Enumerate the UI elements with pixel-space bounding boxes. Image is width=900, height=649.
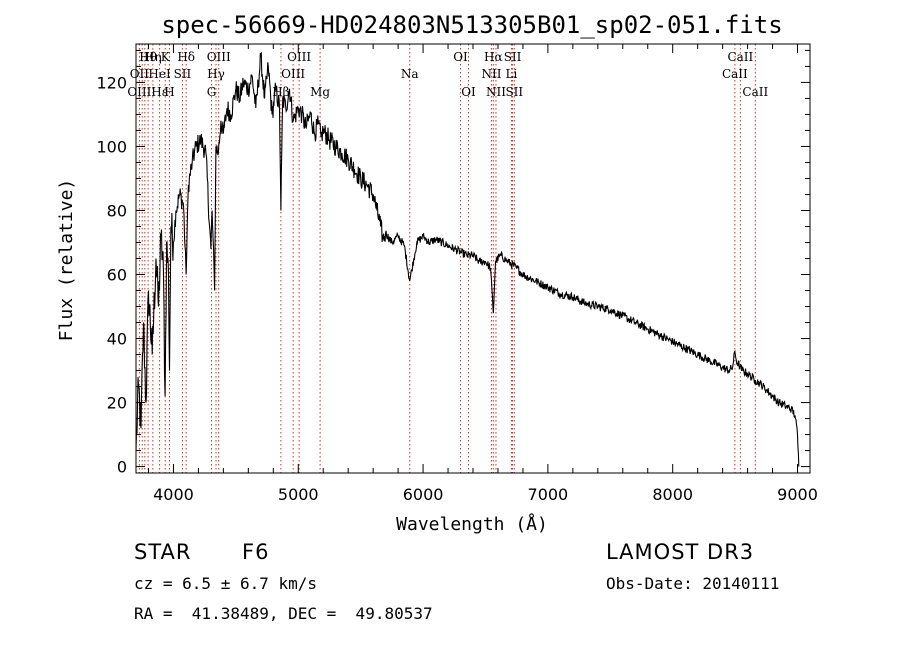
line-label: OII bbox=[130, 67, 150, 81]
line-label: OIII bbox=[281, 67, 305, 81]
line-label: Li bbox=[506, 67, 518, 81]
line-label: G bbox=[207, 85, 217, 99]
plot-frame bbox=[135, 43, 811, 474]
y-tick-label: 40 bbox=[107, 330, 127, 349]
y-tick-label: 0 bbox=[117, 458, 127, 477]
observation-date: Obs-Date: 20140111 bbox=[606, 574, 780, 593]
line-label: Mg bbox=[310, 85, 330, 99]
x-axis: 4000 5000 6000 7000 8000 9000 bbox=[147, 44, 818, 504]
line-label: CaII bbox=[742, 85, 768, 99]
y-tick-label: 60 bbox=[107, 266, 127, 285]
chart-title: spec-56669-HD024803N513305B01_sp02-051.f… bbox=[161, 11, 782, 39]
y-axis: 0 20 40 60 80 100 120 bbox=[96, 49, 810, 477]
line-label: Hη bbox=[144, 50, 162, 64]
y-tick-label: 80 bbox=[107, 201, 127, 220]
coordinates: RA = 41.38489, DEC = 49.80537 bbox=[134, 604, 433, 623]
x-tick-label: 6000 bbox=[403, 485, 444, 504]
emission-line-markers bbox=[138, 44, 756, 473]
y-tick-label: 120 bbox=[96, 73, 127, 92]
line-label: OIII bbox=[207, 50, 231, 64]
line-label: Hδ bbox=[177, 50, 195, 64]
x-tick-label: 9000 bbox=[777, 485, 818, 504]
line-label: Hε bbox=[151, 85, 168, 99]
line-label: HeI bbox=[148, 67, 171, 81]
y-tick-label: 100 bbox=[96, 137, 127, 156]
object-subclass: F6 bbox=[242, 540, 270, 564]
x-tick-label: 7000 bbox=[528, 485, 569, 504]
survey-name: LAMOST DR3 bbox=[606, 540, 755, 564]
line-label: Hθ bbox=[139, 50, 157, 64]
x-tick-label: 8000 bbox=[652, 485, 693, 504]
line-label: SII bbox=[174, 67, 192, 81]
line-label: OI bbox=[461, 85, 476, 99]
x-tick-label: 4000 bbox=[153, 485, 194, 504]
line-label: SII bbox=[505, 85, 523, 99]
y-tick-label: 20 bbox=[107, 394, 127, 413]
line-label: H bbox=[164, 85, 174, 99]
line-label: OIII bbox=[127, 85, 151, 99]
line-label: CaII bbox=[722, 67, 748, 81]
line-label: Na bbox=[401, 67, 419, 81]
y-axis-label: Flux (relative) bbox=[56, 179, 77, 342]
line-label: CaII bbox=[727, 50, 753, 64]
object-class: STAR bbox=[134, 540, 192, 564]
line-label: SII bbox=[504, 50, 522, 64]
line-label: Hα bbox=[484, 50, 503, 64]
line-label: OI bbox=[453, 50, 468, 64]
x-tick-label: 5000 bbox=[278, 485, 319, 504]
line-label: K bbox=[161, 50, 171, 64]
redshift-cz: cz = 6.5 ± 6.7 km/s bbox=[134, 574, 318, 593]
line-label: NII bbox=[486, 85, 506, 99]
line-label: NII bbox=[481, 67, 501, 81]
line-label: OIII bbox=[287, 50, 311, 64]
x-axis-label: Wavelength (Å) bbox=[396, 513, 548, 535]
line-label: Hγ bbox=[207, 67, 225, 81]
flux-series-line bbox=[135, 52, 800, 467]
